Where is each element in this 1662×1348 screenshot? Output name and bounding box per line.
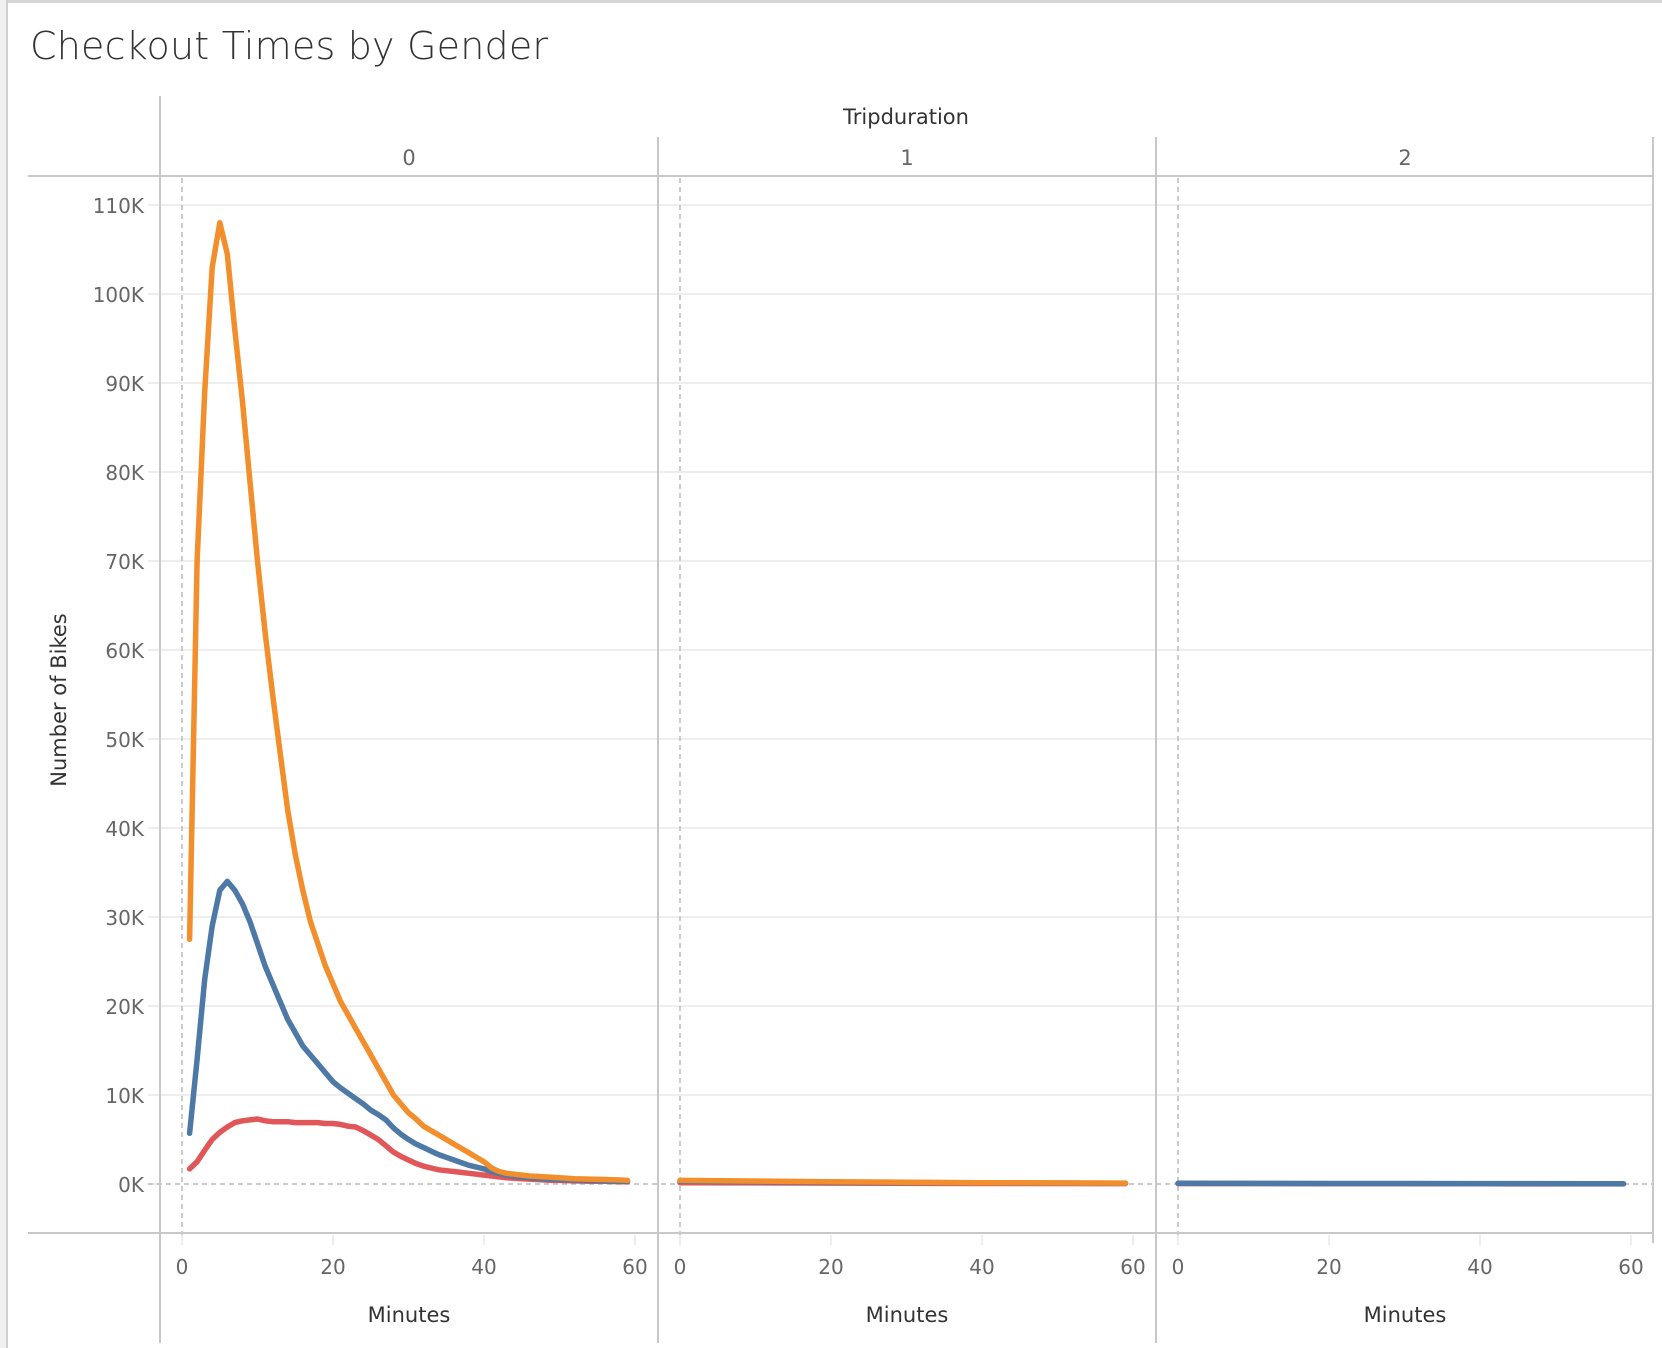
window-frame-top — [0, 0, 1662, 3]
series-line-orange-panel-1[interactable] — [677, 1177, 1129, 1186]
y-tick-label: 110K — [93, 194, 145, 218]
x-axis-title: Minutes — [866, 1303, 949, 1327]
window-frame-left — [0, 0, 8, 1348]
y-tick-label: 30K — [105, 906, 144, 930]
series-line-orange-panel-0[interactable] — [186, 220, 631, 1184]
y-tick-label: 60K — [105, 639, 144, 663]
x-axis-title: Minutes — [1364, 1303, 1447, 1327]
y-tick-label: 90K — [105, 372, 144, 396]
panel-header-2[interactable]: 2 — [1398, 146, 1411, 170]
y-tick-label: 40K — [105, 817, 144, 841]
y-tick-label: 10K — [105, 1084, 144, 1108]
table-borders — [28, 96, 1654, 1343]
x-tick-label: 0 — [674, 1255, 687, 1279]
column-headers: Tripduration 0 1 2 — [402, 105, 1411, 170]
x-tick-label: 60 — [1618, 1255, 1643, 1279]
y-tick-label: 70K — [105, 550, 144, 574]
x-tick-label: 60 — [1120, 1255, 1145, 1279]
x-tick-label: 40 — [969, 1255, 994, 1279]
x-tick-label: 0 — [1172, 1255, 1185, 1279]
plot-lines[interactable] — [186, 220, 1627, 1187]
x-tick-label: 20 — [818, 1255, 843, 1279]
x-tick-label: 60 — [622, 1255, 647, 1279]
column-field-label: Tripduration — [842, 105, 969, 129]
x-tick-label: 40 — [471, 1255, 496, 1279]
series-line-blue-panel-0[interactable] — [186, 878, 631, 1185]
y-tick-label: 100K — [93, 283, 145, 307]
gridlines — [148, 178, 1653, 1247]
y-axis-title: Number of Bikes — [47, 613, 71, 786]
chart-title: Checkout Times by Gender — [30, 24, 549, 68]
panel-header-0[interactable]: 0 — [402, 146, 415, 170]
x-axis-title: Minutes — [368, 1303, 451, 1327]
x-tick-label: 20 — [1316, 1255, 1341, 1279]
x-tick-label: 40 — [1467, 1255, 1492, 1279]
y-tick-label: 50K — [105, 728, 144, 752]
x-tick-label: 20 — [320, 1255, 345, 1279]
y-axis: 0K 10K 20K 30K 40K 50K 60K 70K 80K 90K 100K 110K — [93, 194, 145, 1197]
y-tick-label: 20K — [105, 995, 144, 1019]
x-axis: 0 20 40 60 Minutes 0 20 40 60 Minutes 0 20 40 60 Minut… — [176, 1235, 1644, 1327]
series-line-red-panel-0[interactable] — [186, 1116, 631, 1185]
y-tick-label: 80K — [105, 461, 144, 485]
y-tick-label: 0K — [118, 1173, 145, 1197]
panel-header-1[interactable]: 1 — [900, 146, 913, 170]
x-tick-label: 0 — [176, 1255, 189, 1279]
